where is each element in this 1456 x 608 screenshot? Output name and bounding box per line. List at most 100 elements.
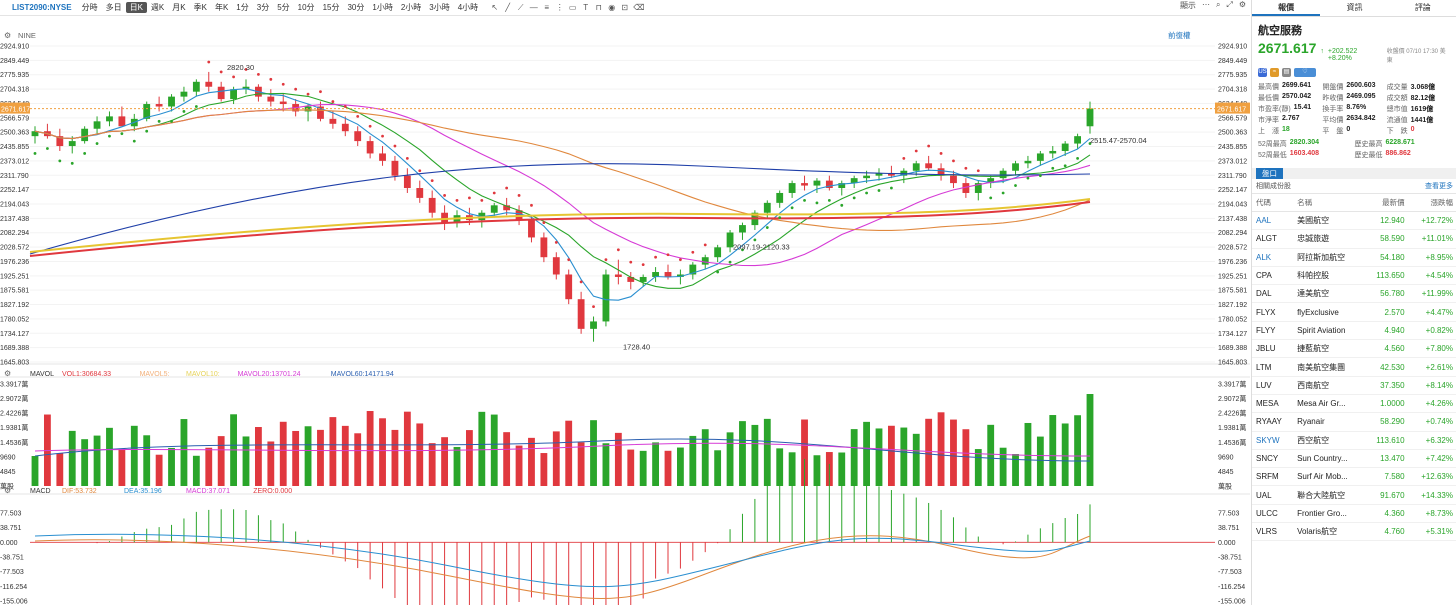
candle-body bbox=[106, 116, 113, 122]
constituents-header: 相關成份股 查看更多 bbox=[1252, 179, 1456, 193]
table-row[interactable]: AAL 美國航空 12.940 +12.72% bbox=[1252, 211, 1456, 231]
table-row[interactable]: LTM 南美航空集團 42.530 +2.61% bbox=[1252, 357, 1456, 377]
table-row[interactable]: SKYW 西空航空 113.610 +6.32% bbox=[1252, 431, 1456, 450]
candle-body bbox=[155, 104, 163, 107]
cell-name: Frontier Gro... bbox=[1293, 504, 1365, 524]
table-row[interactable]: ALK 阿拉斯加航空 54.180 +8.95% bbox=[1252, 248, 1456, 267]
table-row[interactable]: LUV 西南航空 37.350 +8.14% bbox=[1252, 376, 1456, 395]
hline-tool-icon[interactable]: — bbox=[529, 3, 538, 12]
view-more-link[interactable]: 查看更多 bbox=[1425, 183, 1453, 190]
tab-news[interactable]: 資訊 bbox=[1346, 3, 1363, 12]
chart-badge-icon[interactable]: ≈ bbox=[1270, 68, 1279, 77]
period-tab[interactable]: 5分 bbox=[277, 3, 290, 12]
period-tab[interactable]: 日K bbox=[125, 2, 147, 13]
cell-chg: +8.95% bbox=[1408, 248, 1456, 267]
period-tab[interactable]: 3小時 bbox=[429, 3, 450, 12]
table-row[interactable]: SRFM Surf Air Mob... 7.580 +12.63% bbox=[1252, 467, 1456, 487]
col-price[interactable]: 最新價 bbox=[1364, 193, 1409, 212]
stat-key: 流通值 bbox=[1386, 117, 1408, 124]
candle-body bbox=[714, 247, 722, 258]
cell-chg: +4.47% bbox=[1408, 302, 1456, 322]
volume-bar bbox=[528, 437, 535, 486]
cell-price: 13.470 bbox=[1364, 449, 1409, 469]
more-icon[interactable]: ⋯ bbox=[1201, 0, 1210, 9]
symbol-label[interactable]: LIST2090:NYSE bbox=[12, 3, 72, 12]
period-tab[interactable]: 季K bbox=[193, 3, 207, 12]
rect-tool-icon[interactable]: ▭ bbox=[568, 3, 577, 12]
table-row[interactable]: ALGT 忠誠旅遊 58.590 +11.01% bbox=[1252, 229, 1456, 249]
stat-key: 歷史最高 bbox=[1354, 141, 1383, 148]
doc-badge-icon[interactable]: ▤ bbox=[1282, 68, 1291, 77]
macd-title: MACD bbox=[30, 488, 51, 495]
table-row[interactable]: DAL 達美航空 56.780 +11.99% bbox=[1252, 284, 1456, 304]
candle-body bbox=[118, 116, 126, 127]
settings-icon[interactable]: ⚙ bbox=[1238, 0, 1246, 9]
us-flag-icon: US bbox=[1258, 68, 1267, 77]
table-row[interactable]: JBLU 捷藍航空 4.560 +7.80% bbox=[1252, 339, 1456, 359]
search-icon[interactable]: ⌕ bbox=[1215, 0, 1221, 9]
period-tab[interactable]: 30分 bbox=[347, 3, 365, 12]
table-row[interactable]: FLYY Spirit Aviation 4.940 +0.82% bbox=[1252, 321, 1456, 341]
table-row[interactable]: SNCY Sun Country... 13.470 +7.42% bbox=[1252, 449, 1456, 469]
period-tab[interactable]: 多日 bbox=[105, 3, 122, 12]
chart-area[interactable]: NINE 前復權 ⚙ 2924.910 2924.910 2849.449 2849.449… bbox=[0, 16, 1250, 608]
cursor-icon[interactable]: ↖ bbox=[491, 3, 499, 12]
sar-dot bbox=[306, 92, 310, 96]
period-tab[interactable]: 1分 bbox=[236, 3, 249, 12]
period-tab[interactable]: 分時 bbox=[81, 3, 98, 12]
watchlist-button[interactable]: ♡ bbox=[1294, 68, 1316, 77]
vol-tick-right: 4845 bbox=[1218, 469, 1234, 476]
sar-dot bbox=[157, 119, 161, 123]
text-tool-icon[interactable]: T bbox=[583, 3, 589, 12]
period-tab[interactable]: 年K bbox=[214, 3, 229, 12]
display-menu[interactable]: 顯示 bbox=[1179, 1, 1196, 10]
col-code[interactable]: 代碼 bbox=[1252, 193, 1294, 212]
candle-body bbox=[1074, 136, 1082, 144]
period-tab[interactable]: 3分 bbox=[256, 3, 270, 12]
trash-icon[interactable]: ⌫ bbox=[633, 3, 645, 12]
period-tab[interactable]: 10分 bbox=[297, 3, 315, 12]
ray-tool-icon[interactable]: ⟋ bbox=[517, 3, 524, 12]
col-name[interactable]: 名稱 bbox=[1293, 193, 1365, 212]
line-tool-icon[interactable]: ╱ bbox=[505, 3, 511, 12]
table-row[interactable]: ULCC Frontier Gro... 4.360 +8.73% bbox=[1252, 504, 1456, 524]
lock-icon[interactable]: ⊡ bbox=[621, 3, 629, 12]
table-row[interactable]: CPA 科帕控股 113.650 +4.54% bbox=[1252, 266, 1456, 286]
stat-key: 成交額 bbox=[1386, 95, 1408, 102]
period-tab[interactable]: 1小時 bbox=[372, 3, 393, 12]
sar-dot bbox=[194, 105, 198, 108]
sar-dot bbox=[443, 194, 446, 197]
sar-dot bbox=[592, 305, 595, 309]
candle-body bbox=[379, 153, 386, 161]
table-row[interactable]: RYAAY Ryanair 58.290 +0.74% bbox=[1252, 412, 1456, 432]
fib-tool-icon[interactable]: ⋮ bbox=[555, 3, 564, 12]
period-tab[interactable]: 4小時 bbox=[457, 3, 479, 12]
period-tab[interactable]: 2小時 bbox=[400, 3, 422, 12]
volume-bar bbox=[565, 420, 573, 486]
tab-quote[interactable]: 報價 bbox=[1252, 0, 1321, 16]
candle-body bbox=[614, 274, 622, 277]
volume-bar bbox=[205, 447, 213, 486]
fullscreen-icon[interactable]: ⤢ bbox=[1226, 0, 1233, 9]
tab-comments[interactable]: 評論 bbox=[1414, 3, 1431, 12]
y-tick-left: 2194.043 bbox=[0, 202, 29, 209]
col-change[interactable]: 漲跌幅 bbox=[1408, 193, 1456, 212]
candle-body bbox=[230, 89, 238, 100]
table-row[interactable]: MESA Mesa Air Gr... 1.0000 +4.26% bbox=[1252, 394, 1456, 414]
channel-tool-icon[interactable]: ≡ bbox=[544, 3, 550, 12]
tab-order-book[interactable]: 盤口 bbox=[1256, 168, 1283, 179]
sar-dot bbox=[182, 110, 186, 113]
period-tab[interactable]: 週K bbox=[150, 3, 165, 12]
sar-dot bbox=[1076, 156, 1079, 160]
price-change: +202.522 +8.20% bbox=[1327, 48, 1358, 62]
table-row[interactable]: VLRS Volaris航空 4.760 +5.31% bbox=[1252, 522, 1456, 542]
magnet-icon[interactable]: ⊓ bbox=[595, 3, 602, 12]
eye-icon[interactable]: ◉ bbox=[608, 3, 616, 12]
period-tab[interactable]: 15分 bbox=[322, 3, 340, 12]
vol-legend: MAVOL60:14171.94 bbox=[331, 371, 394, 378]
kline-chart[interactable]: NINE 前復權 ⚙ 2924.910 2924.910 2849.449 2849.449… bbox=[0, 16, 1250, 608]
table-row[interactable]: FLYX flyExclusive 2.570 +4.47% bbox=[1252, 302, 1456, 322]
cell-name: Sun Country... bbox=[1293, 449, 1365, 469]
table-row[interactable]: UAL 聯合大陸航空 91.670 +14.33% bbox=[1252, 485, 1456, 505]
period-tab[interactable]: 月K bbox=[172, 3, 186, 12]
